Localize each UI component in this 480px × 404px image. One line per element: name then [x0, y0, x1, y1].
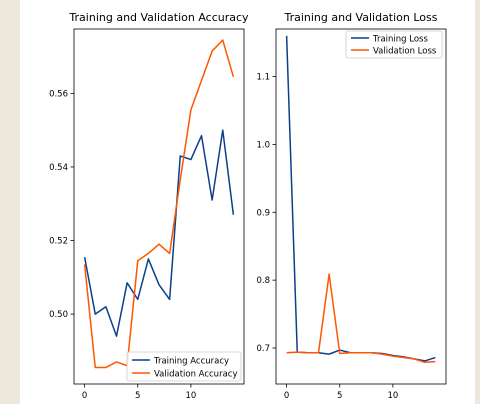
loss-y-tick-label: 1.0	[256, 140, 270, 150]
loss-x-tick-label: 0	[284, 391, 289, 401]
loss-panel: Training and Validation Loss 0 5 10 0.7 0.8…	[256, 11, 447, 401]
legend-label-training-accuracy: Training Accuracy	[153, 357, 229, 367]
legend-label-validation-accuracy: Validation Accuracy	[154, 370, 237, 380]
loss-series-layer	[285, 35, 436, 364]
accuracy-y-ticks: 0.50 0.52 0.54 0.56	[49, 89, 74, 320]
loss-y-ticks: 0.7 0.8 0.9 1.0 1.1	[256, 73, 276, 354]
loss-y-tick-label: 0.8	[256, 276, 270, 286]
loss-x-tick-label: 5	[337, 391, 342, 401]
legend-label-validation-loss: Validation Loss	[373, 47, 437, 57]
loss-y-tick-label: 0.9	[256, 208, 270, 218]
accuracy-legend: Training Accuracy Validation Accuracy	[126, 351, 242, 382]
accuracy-axes-frame	[73, 28, 245, 385]
loss-axes-frame	[275, 28, 447, 385]
loss-y-tick-label: 0.7	[256, 344, 270, 354]
accuracy-title: Training and Validation Accuracy	[68, 11, 249, 24]
accuracy-y-tick-label: 0.50	[49, 310, 68, 320]
loss-legend-box	[345, 30, 443, 59]
plot-canvas	[20, 0, 475, 404]
validation-accuracy-line	[83, 39, 235, 369]
accuracy-x-tick-label: 5	[135, 391, 140, 401]
accuracy-panel: Training and Validation Accuracy 0 5 10 0.…	[49, 11, 249, 401]
loss-y-tick-label: 1.1	[256, 73, 270, 83]
accuracy-y-tick-label: 0.56	[49, 89, 68, 99]
accuracy-y-tick-label: 0.54	[49, 163, 68, 173]
loss-title: Training and Validation Loss	[283, 11, 437, 24]
accuracy-x-tick-label: 0	[82, 391, 87, 401]
loss-x-ticks: 0 5 10	[284, 384, 398, 401]
accuracy-x-ticks: 0 5 10	[82, 384, 196, 401]
accuracy-y-tick-label: 0.52	[49, 237, 68, 247]
loss-legend: Training Loss Validation Loss	[345, 30, 443, 59]
validation-loss-line	[286, 273, 436, 364]
loss-x-tick-label: 10	[387, 391, 398, 401]
accuracy-series-layer	[83, 39, 235, 369]
accuracy-legend-box	[126, 351, 242, 382]
legend-label-training-loss: Training Loss	[372, 35, 428, 45]
accuracy-x-tick-label: 10	[185, 391, 196, 401]
training-accuracy-line	[83, 129, 235, 337]
